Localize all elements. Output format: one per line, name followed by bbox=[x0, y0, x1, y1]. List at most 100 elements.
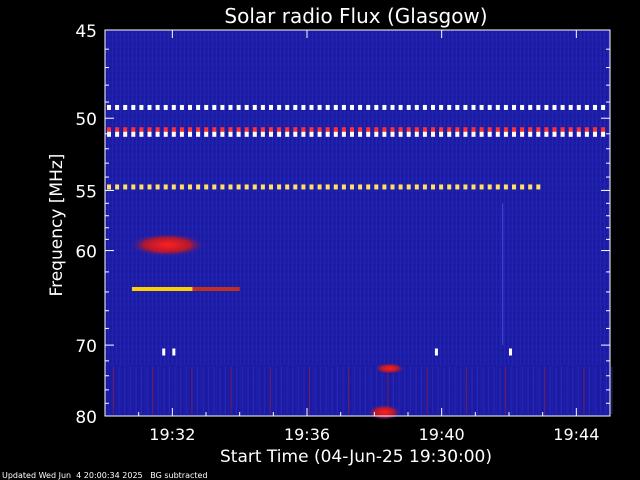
dashed-line-mark bbox=[123, 127, 128, 133]
dashed-line-mark bbox=[544, 127, 549, 133]
dashed-line-mark bbox=[495, 184, 500, 190]
dashed-line-mark bbox=[269, 127, 273, 133]
dashed-line-mark bbox=[260, 184, 265, 190]
dashed-line-mark bbox=[220, 131, 225, 137]
x-tick-label: 19:44 bbox=[553, 425, 599, 444]
dashed-line-mark bbox=[398, 131, 403, 137]
dashed-line-mark bbox=[447, 104, 452, 110]
dashed-line-mark bbox=[163, 127, 168, 133]
dashed-line-mark bbox=[236, 104, 241, 110]
streak-mark bbox=[197, 366, 198, 414]
dashed-line-mark bbox=[350, 127, 354, 133]
streak-mark bbox=[449, 366, 450, 414]
dashed-line-mark bbox=[568, 127, 573, 133]
dashed-line-mark bbox=[398, 184, 403, 190]
streak-mark bbox=[538, 366, 540, 414]
dashed-line-mark bbox=[463, 104, 468, 110]
streak-mark bbox=[348, 366, 350, 414]
dashed-line-mark bbox=[358, 127, 363, 133]
dashed-line-mark bbox=[495, 127, 500, 133]
dashed-line-mark bbox=[398, 104, 403, 110]
dashed-line-mark bbox=[212, 184, 217, 190]
dashed-line-mark bbox=[236, 127, 241, 133]
dashed-line-mark bbox=[495, 104, 500, 110]
dashed-line-mark bbox=[277, 184, 282, 190]
emission-line bbox=[192, 287, 240, 292]
dashed-line-mark bbox=[520, 127, 525, 133]
dashed-line-mark bbox=[277, 127, 282, 133]
dashed-line-mark bbox=[552, 131, 557, 137]
streak-mark bbox=[286, 366, 288, 414]
dashed-line-mark bbox=[503, 131, 508, 137]
dashed-line-mark bbox=[252, 184, 257, 190]
dashed-line-mark bbox=[325, 127, 330, 133]
streak-mark bbox=[135, 366, 137, 414]
dashed-line-mark bbox=[422, 131, 427, 137]
dashed-line-mark bbox=[382, 104, 387, 110]
dashed-line-mark bbox=[139, 127, 144, 133]
dashed-line-mark bbox=[593, 104, 597, 110]
burst-patch bbox=[367, 404, 402, 420]
dashed-line-mark bbox=[414, 131, 419, 137]
dashed-line-mark bbox=[220, 104, 225, 110]
dashed-line-mark bbox=[471, 127, 476, 133]
dashed-line-mark bbox=[333, 131, 338, 137]
dashed-line-mark bbox=[341, 104, 346, 110]
streak-mark bbox=[241, 366, 243, 414]
streak-mark bbox=[185, 366, 187, 414]
streak-mark bbox=[443, 366, 445, 414]
streak-mark bbox=[432, 366, 434, 414]
dashed-line-mark bbox=[139, 184, 144, 190]
dashed-line-mark bbox=[293, 184, 298, 190]
streak-mark bbox=[258, 366, 260, 414]
dashed-line-mark bbox=[463, 131, 468, 137]
dashed-line-mark bbox=[447, 127, 452, 133]
dashed-line-mark bbox=[163, 104, 168, 110]
dashed-line-mark bbox=[139, 131, 144, 137]
dashed-line-mark bbox=[487, 184, 492, 190]
dashed-line-mark bbox=[301, 104, 306, 110]
dashed-line-mark bbox=[479, 104, 484, 110]
streak-mark bbox=[510, 366, 512, 414]
streak-mark bbox=[213, 366, 215, 414]
streak-mark bbox=[303, 366, 305, 414]
dashed-line-mark bbox=[431, 131, 435, 137]
dashed-line-mark bbox=[236, 131, 241, 137]
dashed-line-mark bbox=[212, 127, 217, 133]
streak-mark bbox=[124, 366, 126, 414]
dashed-line-mark bbox=[366, 127, 371, 133]
x-axis: 19:32 19:36 19:40 19:44 bbox=[138, 30, 599, 444]
dashed-line-mark bbox=[374, 131, 379, 137]
streak-mark bbox=[320, 366, 322, 414]
streak-mark bbox=[482, 366, 484, 414]
streak-mark bbox=[292, 366, 294, 414]
dashed-line-mark bbox=[123, 131, 128, 137]
dashed-line-mark bbox=[293, 131, 298, 137]
dashed-line-mark bbox=[260, 127, 265, 133]
dashed-line-mark bbox=[512, 184, 516, 190]
dashed-line-mark bbox=[301, 131, 306, 137]
streak-mark bbox=[577, 366, 579, 414]
streak-mark bbox=[409, 366, 411, 414]
dashed-line-mark bbox=[147, 127, 152, 133]
streak-mark bbox=[230, 366, 232, 414]
dashed-line-mark bbox=[455, 104, 460, 110]
streak-mark bbox=[225, 366, 226, 414]
streak-mark bbox=[281, 366, 282, 414]
dashed-line-mark bbox=[398, 127, 403, 133]
dashed-line-mark bbox=[107, 127, 111, 133]
dashed-line-mark bbox=[568, 104, 573, 110]
x-tick-label: 19:40 bbox=[419, 425, 465, 444]
x-axis-label: Start Time (04-Jun-25 19:30:00) bbox=[220, 447, 492, 467]
dashed-line-mark bbox=[544, 104, 549, 110]
dashed-line-mark bbox=[512, 131, 516, 137]
dashed-line-mark bbox=[244, 184, 249, 190]
dashed-line-mark bbox=[487, 127, 492, 133]
streak-mark bbox=[437, 366, 439, 414]
dashed-line-mark bbox=[309, 184, 314, 190]
streak-mark bbox=[353, 366, 355, 414]
streak-mark bbox=[521, 366, 523, 414]
dashed-line-mark bbox=[487, 131, 492, 137]
dashed-line-mark bbox=[390, 131, 395, 137]
dashed-line-mark bbox=[139, 104, 144, 110]
